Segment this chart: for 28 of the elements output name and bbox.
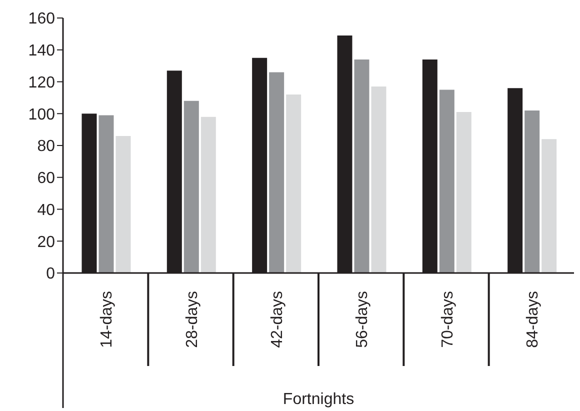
bar bbox=[354, 59, 370, 273]
bar bbox=[456, 112, 472, 273]
y-tick-label: 40 bbox=[37, 202, 56, 219]
x-tick-label: 70-days bbox=[439, 291, 456, 348]
bar bbox=[542, 139, 557, 273]
y-tick-label: 0 bbox=[46, 266, 56, 283]
x-tick-label: 84-days bbox=[524, 291, 542, 348]
bar bbox=[98, 115, 114, 273]
y-tick-label: 100 bbox=[28, 106, 56, 124]
x-tick-label: 56-days bbox=[354, 291, 372, 348]
y-tick-label: 20 bbox=[37, 234, 56, 251]
y-tick-label: 140 bbox=[28, 42, 56, 60]
bar bbox=[184, 100, 199, 273]
y-tick-label: 120 bbox=[28, 74, 56, 92]
bar bbox=[200, 116, 216, 273]
y-tick-label: 80 bbox=[37, 138, 56, 156]
y-tick-label: 60 bbox=[37, 170, 56, 188]
bar bbox=[116, 136, 131, 273]
bar bbox=[524, 110, 540, 273]
bar bbox=[439, 90, 454, 273]
x-axis-title: Fortnights bbox=[282, 391, 354, 408]
bar bbox=[371, 86, 386, 273]
x-tick-label: 28-days bbox=[184, 291, 201, 348]
x-tick-label: 42-days bbox=[268, 291, 286, 348]
bar bbox=[269, 72, 284, 273]
x-tick-label: 14-days bbox=[98, 291, 116, 348]
bar bbox=[286, 94, 302, 273]
y-tick-label: 160 bbox=[28, 10, 56, 28]
